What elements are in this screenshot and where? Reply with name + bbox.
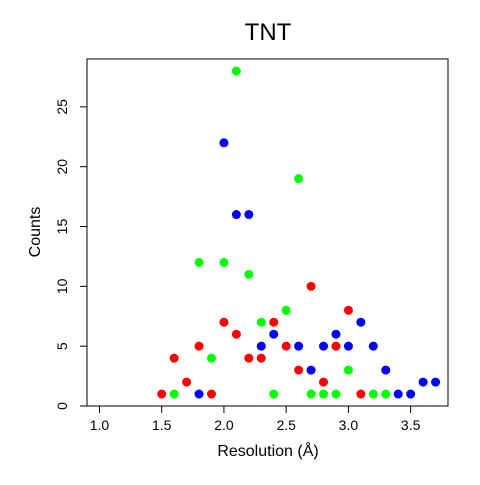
data-point	[343, 305, 353, 315]
data-point	[157, 389, 167, 399]
data-point	[393, 389, 403, 399]
x-tick-label: 1.5	[152, 417, 172, 433]
data-point	[244, 269, 254, 279]
x-tick-label: 1.0	[90, 417, 110, 433]
x-tick-label: 3.0	[339, 417, 359, 433]
x-tick-label: 3.5	[401, 417, 421, 433]
data-point	[182, 377, 192, 387]
data-point	[169, 353, 179, 363]
data-point	[381, 389, 391, 399]
data-point	[331, 329, 341, 339]
x-axis-label: Resolution (Å)	[217, 441, 318, 460]
data-point	[219, 138, 229, 148]
data-point	[306, 281, 316, 291]
data-point	[294, 174, 304, 184]
y-tick-label: 20	[54, 159, 70, 175]
data-point	[231, 66, 241, 76]
data-point	[169, 389, 179, 399]
data-point	[256, 341, 266, 351]
data-point	[269, 389, 279, 399]
x-axis: 1.0 1.5 2.0 2.5 3.0 3.5	[90, 406, 421, 433]
y-tick-label: 10	[54, 278, 70, 294]
data-point	[319, 389, 329, 399]
data-point	[194, 257, 204, 267]
x-tick-label: 2.5	[276, 417, 296, 433]
data-point	[319, 341, 329, 351]
data-point	[194, 389, 204, 399]
data-point	[406, 389, 416, 399]
data-point	[431, 377, 441, 387]
data-point	[281, 341, 291, 351]
data-point	[269, 329, 279, 339]
data-point	[294, 341, 304, 351]
y-tick-label: 15	[54, 219, 70, 235]
data-point	[194, 341, 204, 351]
y-axis: 0 5 10 15 20 25	[54, 99, 87, 410]
y-tick-label: 0	[54, 402, 70, 410]
data-point	[356, 317, 366, 327]
y-axis-label: Counts	[27, 207, 44, 258]
data-point	[368, 341, 378, 351]
data-point	[206, 389, 216, 399]
data-point	[331, 341, 341, 351]
data-point	[231, 329, 241, 339]
data-point	[219, 257, 229, 267]
data-point	[381, 365, 391, 375]
data-point	[343, 365, 353, 375]
data-point	[306, 365, 316, 375]
data-points	[157, 66, 441, 399]
data-point	[219, 317, 229, 327]
plot-frame	[86, 58, 449, 407]
data-point	[206, 353, 216, 363]
data-point	[306, 389, 316, 399]
chart-title: TNT	[245, 19, 292, 46]
data-point	[269, 317, 279, 327]
data-point	[418, 377, 428, 387]
y-tick-label: 25	[54, 99, 70, 115]
data-point	[331, 389, 341, 399]
data-point	[343, 341, 353, 351]
data-point	[294, 365, 304, 375]
x-tick-label: 2.0	[214, 417, 234, 433]
data-point	[356, 389, 366, 399]
data-point	[244, 353, 254, 363]
y-tick-label: 5	[54, 342, 70, 350]
data-point	[231, 210, 241, 220]
data-point	[256, 317, 266, 327]
data-point	[319, 377, 329, 387]
data-point	[244, 210, 254, 220]
data-point	[256, 353, 266, 363]
data-point	[281, 305, 291, 315]
data-point	[368, 389, 378, 399]
